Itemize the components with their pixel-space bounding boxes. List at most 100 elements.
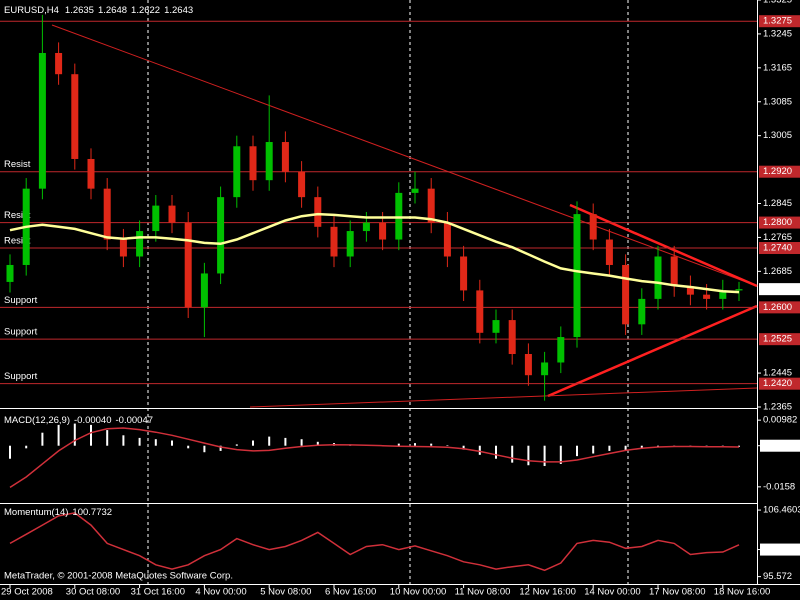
candle-body (152, 205, 160, 232)
y-tick-label: 1.3165 (763, 62, 792, 73)
trend-line (547, 304, 758, 398)
level-label: 1.2920 (763, 166, 792, 177)
x-tick-label: 11 Nov 08:00 (455, 587, 511, 598)
macd-bar (187, 445, 190, 449)
level-box (759, 377, 800, 390)
level-name: Resist (4, 210, 31, 221)
macd-bar (235, 444, 238, 446)
macd-bar (90, 424, 92, 446)
y-tick-label: 1.3325 (763, 0, 792, 6)
y-tick-label: -0.0158 (763, 481, 795, 492)
y-tick-label: 1.2445 (763, 368, 792, 379)
x-tick-label: 14 Nov 00:00 (584, 587, 641, 598)
macd-bar (592, 445, 595, 454)
momentum-title: Momentum(14) (4, 507, 68, 518)
candle-body (346, 231, 354, 257)
macd-bar (268, 436, 271, 446)
y-tick-label: 100.0000 (763, 544, 800, 555)
candle-body (719, 290, 727, 299)
macd-bar (397, 443, 400, 446)
macd-header: MACD(12,26,9) -0.00040 -0.00047 (4, 415, 153, 426)
macd-bar (154, 439, 157, 446)
x-tick-label: 29 Oct 2008 (1, 587, 53, 598)
candle-body (654, 256, 662, 299)
candle-body (119, 239, 127, 257)
candle-body (735, 289, 743, 291)
macd-bar (25, 445, 28, 449)
level-name: Resist (4, 159, 31, 170)
macd-bar (738, 445, 740, 447)
momentum-value: 100.7732 (72, 507, 112, 518)
candle-body (605, 239, 613, 265)
macd-bar (284, 437, 287, 446)
x-tick-label: 17 Nov 08:00 (649, 587, 706, 598)
candle-body (508, 320, 516, 355)
macd-bar (138, 437, 141, 446)
macd-bar (219, 445, 222, 451)
macd-bar (495, 445, 497, 459)
macd-bar (300, 439, 303, 446)
level-label: 1.2600 (763, 302, 792, 313)
momentum-header: Momentum(14) 100.7732 (4, 507, 112, 518)
current-price-box (759, 283, 800, 296)
candle-body (55, 52, 63, 75)
candle-body (298, 171, 306, 198)
candle-body (622, 264, 630, 325)
current-price: 1.2643 (763, 284, 792, 295)
candle-body (233, 146, 241, 198)
macd-bar (414, 443, 416, 446)
candle-body (38, 52, 46, 189)
level-label: 1.2525 (763, 334, 792, 345)
signal-value: -0.00047 (116, 415, 154, 426)
price-box (760, 439, 800, 452)
y-tick-label: 106.4603 (763, 505, 800, 516)
candle-body (87, 158, 95, 189)
candle-body (411, 188, 419, 193)
macd-bar (9, 445, 11, 459)
candle-body (589, 214, 597, 240)
candle-body (379, 222, 387, 240)
y-tick-label: 1.2685 (763, 266, 792, 277)
y-tick-label: 1.3245 (763, 28, 792, 39)
candle-body (492, 320, 500, 333)
level-box (759, 242, 800, 255)
x-tick-label: 30 Oct 08:00 (66, 587, 120, 598)
level-name: Support (4, 327, 38, 338)
candle-body (281, 142, 289, 172)
candle-body (136, 231, 144, 257)
macd-bar (41, 432, 44, 446)
candle-body (103, 188, 111, 240)
macd-bar (462, 445, 465, 450)
y-tick-label: 1.2765 (763, 232, 792, 243)
candle-body (541, 362, 549, 376)
macd-bar (640, 445, 643, 449)
y-tick-label: 1.2365 (763, 402, 792, 413)
chart-title: EURUSD,H4 (4, 5, 59, 16)
macd-bar (106, 430, 109, 446)
level-name: Support (4, 371, 38, 382)
macd-bar (608, 445, 611, 451)
candle-body (476, 290, 484, 333)
signal-line (9, 427, 740, 489)
candle-body (427, 188, 435, 223)
candle-body (557, 337, 565, 363)
macd-bar (559, 445, 562, 464)
moving-average (9, 212, 740, 294)
y-tick-label: 1.2845 (763, 198, 792, 209)
macd-bar (478, 445, 481, 455)
candle-body (395, 192, 403, 240)
trend-line (249, 387, 758, 408)
candle-body (6, 264, 14, 282)
candle-body (362, 222, 370, 232)
x-tick-label: 4 Nov 00:00 (195, 587, 246, 598)
open-value: 1.2635 (65, 5, 94, 16)
level-label: 1.3275 (763, 16, 792, 27)
macd-bar (57, 424, 60, 446)
candle-body (217, 197, 225, 274)
y-tick-label: 1.3005 (763, 130, 792, 141)
y-tick-label: 1.3085 (763, 96, 792, 107)
